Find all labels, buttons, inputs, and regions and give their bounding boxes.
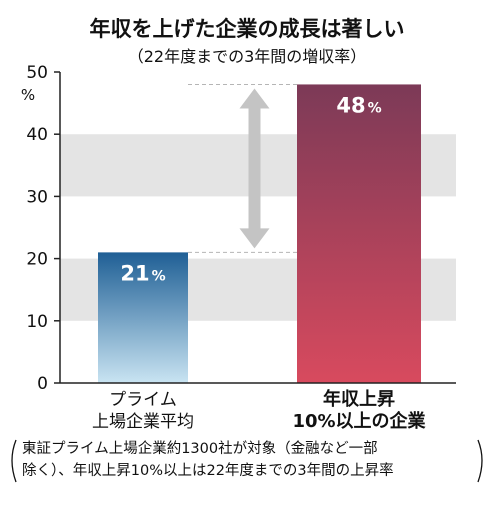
bar-1 [98, 252, 188, 383]
value-label-1: 21% [120, 261, 165, 285]
y-tick-label-20: 20 [26, 250, 48, 270]
y-axis-unit: % [21, 86, 35, 104]
y-tick-label-50: 50 [26, 63, 48, 83]
note-line-2: 除く）、年収上昇10%以上は22年度までの3年間の上昇率 [22, 462, 394, 479]
y-axis-ticks: 0 10 20 30 40 50 [26, 63, 60, 394]
chart-title: 年収を上げた企業の成長は著しい [90, 17, 405, 41]
note-bracket-right [477, 439, 483, 483]
bars [98, 84, 421, 383]
source-note: 東証プライム上場企業約1300社が対象（金融など一部 除く）、年収上昇10%以上… [11, 439, 483, 483]
category-label-2-line-2: 10%以上の企業 [292, 410, 426, 432]
y-tick-label-0: 0 [37, 374, 48, 394]
category-label-2-line-1: 年収上昇 [323, 388, 395, 410]
y-tick-label-40: 40 [26, 125, 48, 145]
category-label-1-line-1: プライム [109, 390, 177, 410]
value-labels: 21 % 48% [120, 93, 381, 285]
value-label-2: 48% [336, 93, 381, 117]
y-tick-label-10: 10 [26, 312, 48, 332]
category-label-1-line-2: 上場企業平均 [92, 412, 194, 432]
difference-arrow [188, 83, 297, 253]
chart-subtitle: （22年度までの3年間の増収率） [128, 47, 367, 66]
y-tick-label-30: 30 [26, 187, 48, 207]
note-line-1: 東証プライム上場企業約1300社が対象（金融など一部 [22, 439, 378, 457]
double-arrow [239, 88, 270, 249]
note-bracket-left [11, 439, 17, 483]
bar-2 [297, 84, 421, 383]
